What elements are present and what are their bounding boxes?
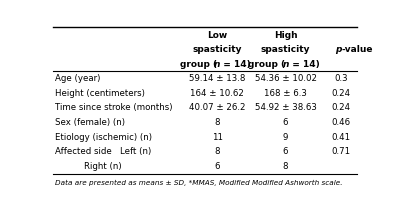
Text: Age (year): Age (year)	[55, 74, 100, 83]
Text: 0.71: 0.71	[332, 147, 351, 157]
Text: -value: -value	[341, 45, 373, 54]
Text: = 14): = 14)	[218, 60, 251, 69]
Text: 0.24: 0.24	[332, 89, 351, 98]
Text: Etiology (ischemic) (n): Etiology (ischemic) (n)	[55, 133, 152, 142]
Text: 9: 9	[283, 133, 288, 142]
Text: High: High	[274, 31, 298, 40]
Text: 8: 8	[283, 162, 288, 171]
Text: 54.92 ± 38.63: 54.92 ± 38.63	[255, 103, 316, 112]
Text: Low: Low	[207, 31, 228, 40]
Text: 8: 8	[215, 118, 220, 127]
Text: 6: 6	[283, 118, 288, 127]
Text: 6: 6	[215, 162, 220, 171]
Text: 54.36 ± 10.02: 54.36 ± 10.02	[255, 74, 317, 83]
Text: n: n	[282, 60, 289, 69]
Text: Data are presented as means ± SD, *MMAS, Modified Modified Ashworth scale.: Data are presented as means ± SD, *MMAS,…	[55, 180, 342, 186]
Text: spasticity: spasticity	[261, 45, 310, 54]
Text: p: p	[335, 45, 341, 54]
Text: 0.46: 0.46	[332, 118, 351, 127]
Text: 59.14 ± 13.8: 59.14 ± 13.8	[189, 74, 246, 83]
Text: n: n	[214, 60, 220, 69]
Text: 40.07 ± 26.2: 40.07 ± 26.2	[189, 103, 246, 112]
Text: Time since stroke (months): Time since stroke (months)	[55, 103, 172, 112]
Text: 11: 11	[212, 133, 223, 142]
Text: Height (centimeters): Height (centimeters)	[55, 89, 144, 98]
Text: 0.41: 0.41	[332, 133, 351, 142]
Text: 168 ± 6.3: 168 ± 6.3	[264, 89, 307, 98]
Text: Affected side   Left (n): Affected side Left (n)	[55, 147, 151, 157]
Text: 164 ± 10.62: 164 ± 10.62	[190, 89, 244, 98]
Text: 0.24: 0.24	[332, 103, 351, 112]
Text: spasticity: spasticity	[193, 45, 242, 54]
Text: Right (n): Right (n)	[84, 162, 122, 171]
Text: = 14): = 14)	[286, 60, 319, 69]
Text: Sex (female) (n): Sex (female) (n)	[55, 118, 125, 127]
Text: 0.3: 0.3	[334, 74, 348, 83]
Text: group (: group (	[180, 60, 218, 69]
Text: 8: 8	[215, 147, 220, 157]
Text: 6: 6	[283, 147, 288, 157]
Text: group (: group (	[248, 60, 286, 69]
